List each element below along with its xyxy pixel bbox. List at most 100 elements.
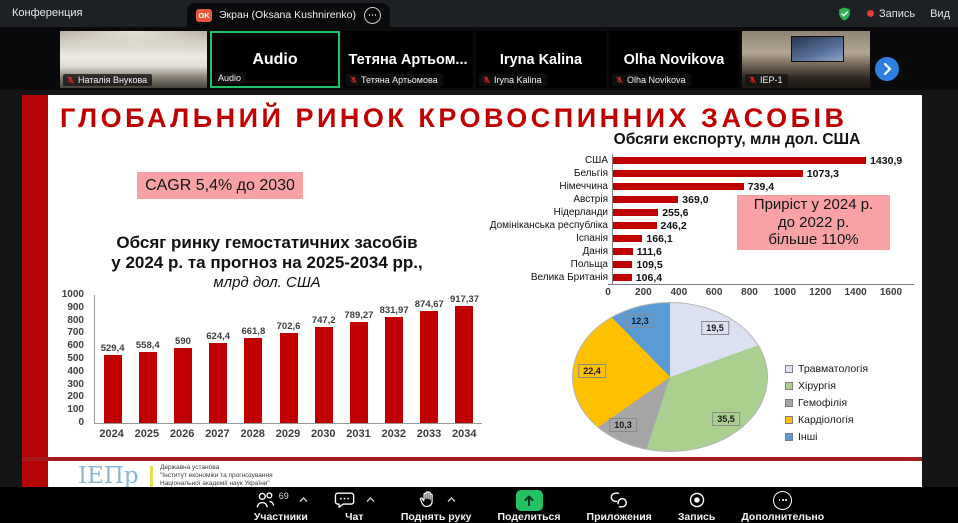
pie-slice-label: 19,5 xyxy=(701,321,729,335)
tab-title: Экран (Oksana Kushnirenko) xyxy=(219,9,357,21)
bar xyxy=(613,222,657,229)
y-tick-label: 800 xyxy=(67,314,84,326)
mic-muted-icon xyxy=(67,76,75,84)
bar-value-label: 106,4 xyxy=(635,271,663,284)
legend-marker-icon xyxy=(785,398,793,407)
bar xyxy=(613,274,632,281)
bar xyxy=(613,183,744,190)
participant-name-pill: Тетяна Артьомова xyxy=(346,74,443,86)
x-tick-label: 2033 xyxy=(416,428,442,440)
tab-avatar-badge: OK xyxy=(196,8,212,22)
x-tick-label: 2024 xyxy=(99,428,124,440)
bar xyxy=(279,333,298,423)
toolbar-item-share[interactable]: Поделиться xyxy=(498,489,561,523)
recording-indicator[interactable]: Запись xyxy=(867,8,915,20)
participant-tile[interactable]: Iryna Kalina Iryna Kalina xyxy=(476,31,606,88)
market-chart-title: Обсяг ринку гемостатичних засобів у 2024… xyxy=(50,233,484,291)
y-tick-label: 600 xyxy=(67,340,84,352)
participant-name-pill: IEP-1 xyxy=(745,74,788,86)
x-tick-label: 2031 xyxy=(346,428,371,440)
bar-value-label: 529,4 xyxy=(100,343,125,355)
category-label: США xyxy=(584,155,608,166)
export-row: Нідерланди 255,6 xyxy=(500,206,914,219)
recording-label: Запись xyxy=(879,7,916,20)
toolbar-item-record[interactable]: Запись xyxy=(678,490,715,523)
bar xyxy=(613,170,803,177)
category-label: Австрія xyxy=(573,194,608,205)
mic-muted-icon xyxy=(749,76,757,84)
bar-value-label: 246,2 xyxy=(660,219,687,232)
slide-accent-bar xyxy=(22,95,48,487)
meeting-titlebar: Конференция OK Экран (Oksana Kushnirenko… xyxy=(0,0,958,27)
bar-value-label: 917,37 xyxy=(449,293,479,305)
chevron-up-icon[interactable] xyxy=(447,497,456,503)
legend-item: Хірургія xyxy=(785,377,868,394)
bar-value-label: 702,6 xyxy=(276,321,301,333)
bar-value-label: 874,67 xyxy=(414,299,444,310)
bar-group: 874,67 xyxy=(412,299,447,423)
toolbar-item-raise-hand[interactable]: Поднять руку xyxy=(401,490,472,523)
chevron-up-icon[interactable] xyxy=(299,497,308,503)
market-chart-subtitle: млрд дол. США xyxy=(213,274,321,291)
legend-label: Травматологія xyxy=(798,362,869,375)
export-row: Домініканська республіка 246,2 xyxy=(490,219,914,232)
bar-group: 702,6 xyxy=(271,321,306,423)
y-tick-label: 1000 xyxy=(61,289,84,300)
bar xyxy=(613,261,633,268)
presentation-slide: ГЛОБАЛЬНИЙ РИНОК КРОВОСПИННИХ ЗАСОБІВ CA… xyxy=(22,95,922,489)
y-tick-label: 500 xyxy=(67,353,84,364)
record-icon xyxy=(689,492,704,508)
x-tick-label: 1000 xyxy=(773,287,797,298)
participant-tile-video[interactable]: Наталія Внукова xyxy=(60,31,207,88)
tile-center-label: Audio xyxy=(252,50,298,68)
export-row: Бельгія 1073,3 xyxy=(500,167,914,180)
x-tick-label: 2034 xyxy=(452,428,477,440)
bar-group: 590 xyxy=(165,336,200,423)
market-plot: 529,4 558,4 590 624,4 661,8 702,6 747,2 789,27 8… xyxy=(94,293,482,424)
raise-hand-icon xyxy=(419,491,433,508)
bar-value-label: 1073,3 xyxy=(806,167,839,180)
legend-label: Кардіологія xyxy=(798,413,854,426)
bar-value-label: 255,6 xyxy=(662,206,689,219)
toolbar-item-chat[interactable]: Чат xyxy=(334,490,375,523)
export-row: Велика Британія 106,4 xyxy=(500,271,914,284)
x-tick-label: 2028 xyxy=(240,428,265,440)
more-icon xyxy=(773,490,793,510)
chat-icon xyxy=(334,492,355,508)
legend-label: Гемофілія xyxy=(798,396,847,409)
chevron-up-icon[interactable] xyxy=(366,497,375,503)
view-menu[interactable]: Вид xyxy=(930,7,950,20)
legend-item: Інші xyxy=(785,428,868,445)
screen-share-tab[interactable]: OK Экран (Oksana Kushnirenko) xyxy=(187,3,390,27)
share-button[interactable] xyxy=(515,489,543,511)
slide-title: ГЛОБАЛЬНИЙ РИНОК КРОВОСПИННИХ ЗАСОБІВ xyxy=(60,103,848,133)
participant-tile-audio[interactable]: Audio Audio xyxy=(210,31,340,88)
participant-name-pill: Iryna Kalina xyxy=(479,74,547,86)
bar-value-label: 661,8 xyxy=(241,326,266,338)
toolbar-item-participants[interactable]: 69 Участники xyxy=(253,491,308,523)
category-label: Велика Британія xyxy=(530,272,608,283)
slide-divider-line xyxy=(22,457,922,461)
legend-item: Кардіологія xyxy=(785,411,868,428)
export-rows: США 1430,9 Бельгія 1073,3 Німеччина 739,4 Авст… xyxy=(490,154,914,284)
y-tick-label: 100 xyxy=(67,404,84,416)
bar-group: 789,27 xyxy=(341,310,376,423)
next-participants-button[interactable] xyxy=(875,57,899,81)
participant-name-pill: Olha Novikova xyxy=(612,74,691,86)
x-tick-label: 2026 xyxy=(169,428,195,440)
participant-tile[interactable]: Тетяна Артьом... Тетяна Артьомова xyxy=(343,31,473,88)
bar-value-label: 109,5 xyxy=(636,258,663,271)
participants-icon xyxy=(256,492,275,508)
bar-value-label: 166,1 xyxy=(646,232,673,245)
record-dot-icon xyxy=(867,10,874,17)
category-label: Іспанія xyxy=(576,233,608,244)
bar-value-label: 831,97 xyxy=(379,304,409,316)
legend-label: Інші xyxy=(798,430,818,443)
participant-tile[interactable]: Olha Novikova Olha Novikova xyxy=(609,31,739,88)
tab-options-icon[interactable] xyxy=(364,6,381,24)
toolbar-item-apps[interactable]: Приложения xyxy=(587,490,652,523)
security-shield-icon[interactable] xyxy=(837,6,852,22)
participant-tile-video[interactable]: IEP-1 xyxy=(742,31,870,88)
export-ticks: 0 200 400 600 800 1000 1200 1400 1600 xyxy=(605,284,914,300)
toolbar-item-more[interactable]: Дополнительно xyxy=(741,490,824,523)
